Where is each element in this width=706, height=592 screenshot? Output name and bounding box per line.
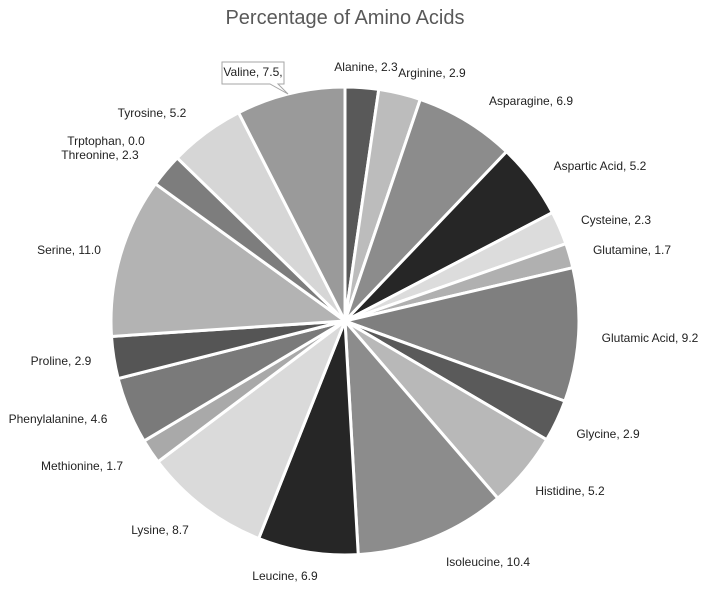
data-label-glutamine: Glutamine, 1.7	[593, 243, 671, 257]
data-label-cysteine: Cysteine, 2.3	[581, 213, 651, 227]
callout-valine	[221, 61, 289, 95]
labels-layer: Alanine, 2.3 Arginine, 2.9 Asparagine, 6.9…	[9, 60, 699, 583]
data-label-trptophan: Trptophan, 0.0	[67, 134, 145, 148]
chart-title: Percentage of Amino Acids	[225, 7, 464, 29]
data-label-leucine: Leucine, 6.9	[252, 569, 318, 583]
data-label-glutamic-acid: Glutamic Acid, 9.2	[602, 331, 699, 345]
data-label-lysine: Lysine, 8.7	[131, 523, 189, 537]
data-label-threonine: Threonine, 2.3	[61, 148, 139, 162]
data-label-proline: Proline, 2.9	[31, 354, 92, 368]
data-label-glycine: Glycine, 2.9	[576, 427, 640, 441]
data-label-arginine: Arginine, 2.9	[398, 66, 466, 80]
data-label-alanine: Alanine, 2.3	[334, 60, 398, 74]
pie-slice-isoleucine	[343, 316, 500, 557]
data-label-methionine: Methionine, 1.7	[41, 459, 123, 473]
data-label-histidine: Histidine, 5.2	[535, 484, 605, 498]
data-label-tyrosine: Tyrosine, 5.2	[118, 106, 187, 120]
callout-box	[221, 61, 289, 95]
data-label-isoleucine: Isoleucine, 10.4	[446, 555, 530, 569]
data-label-asparagine: Asparagine, 6.9	[489, 94, 573, 108]
slices-layer	[109, 85, 581, 557]
data-label-serine: Serine, 11.0	[37, 243, 101, 257]
data-label-valine: Valine, 7.5,	[223, 65, 282, 79]
data-label-aspartic-acid: Aspartic Acid, 5.2	[554, 159, 647, 173]
pie-slice-glutamic-acid	[339, 265, 581, 404]
pie-slice-valine	[236, 85, 347, 322]
pie-slice-serine	[109, 181, 350, 339]
pie-slice-lysine	[155, 316, 349, 541]
data-label-phenylalanine: Phenylalanine, 4.6	[9, 412, 108, 426]
